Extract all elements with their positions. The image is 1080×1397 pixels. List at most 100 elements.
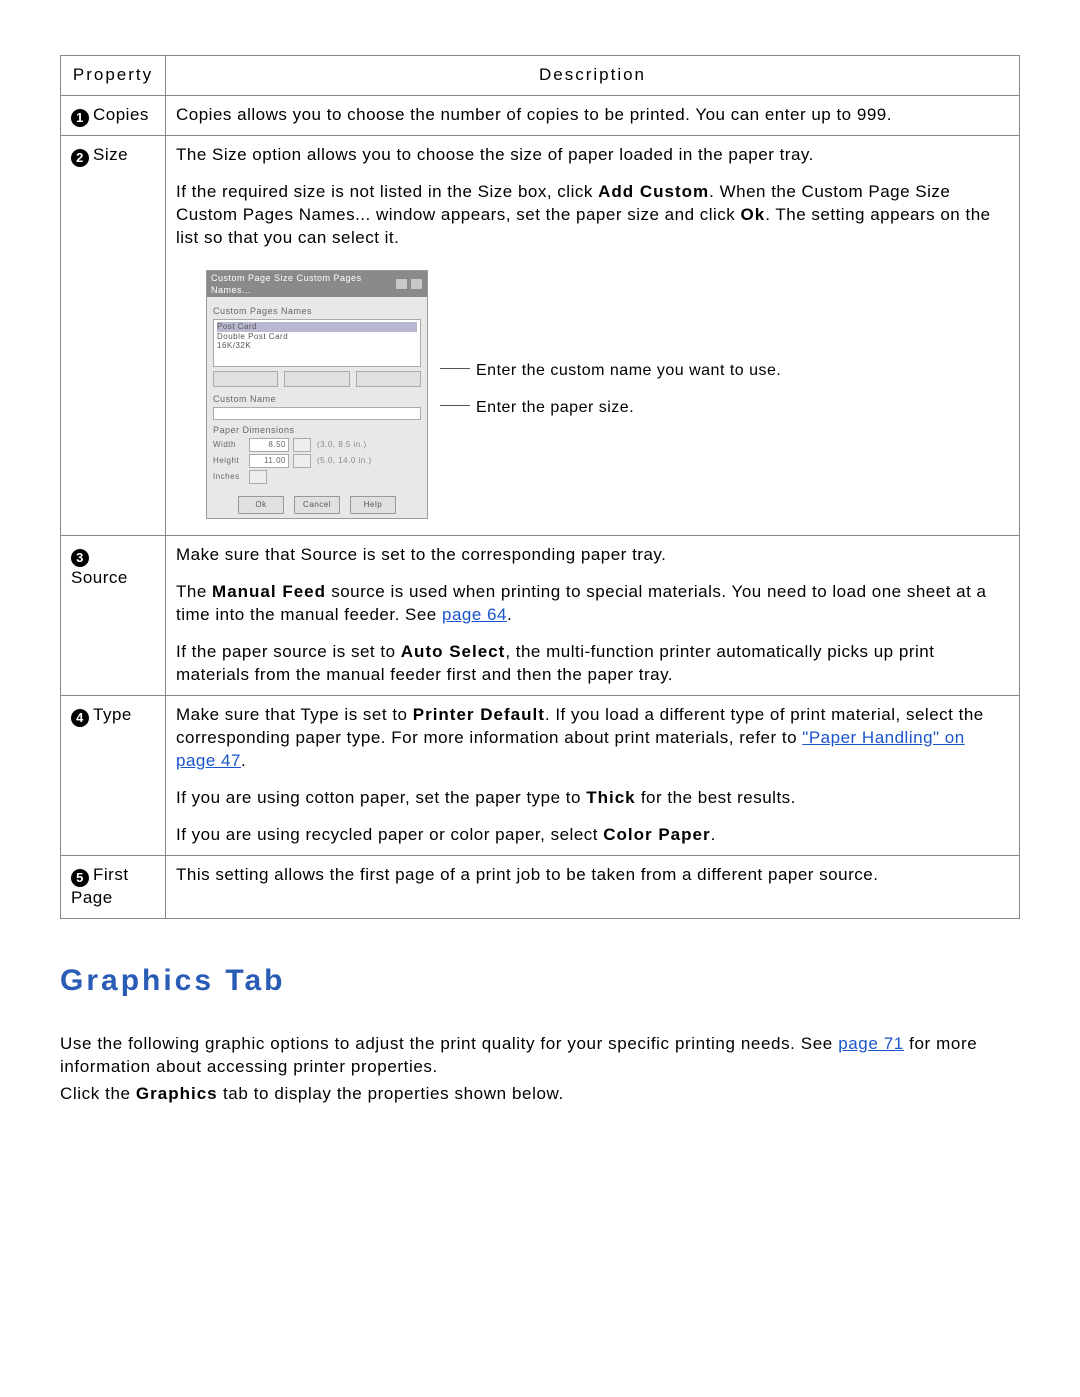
firstpage-text: This setting allows the first page of a … bbox=[176, 864, 1009, 887]
height-unit-select[interactable] bbox=[293, 454, 311, 468]
ok-button[interactable]: Ok bbox=[238, 496, 284, 514]
source-p1: Make sure that Source is set to the corr… bbox=[176, 544, 1009, 567]
table-row: 2Size The Size option allows you to choo… bbox=[61, 135, 1020, 535]
prop-size: 2Size bbox=[61, 135, 166, 535]
list-item[interactable]: 16K/32K bbox=[217, 341, 417, 351]
graphics-p2a: Click the bbox=[60, 1084, 136, 1103]
cancel-button[interactable]: Cancel bbox=[294, 496, 340, 514]
graphics-p1a: Use the following graphic options to adj… bbox=[60, 1034, 838, 1053]
table-row: 3Source Make sure that Source is set to … bbox=[61, 536, 1020, 696]
copies-text: Copies allows you to choose the number o… bbox=[176, 104, 1009, 127]
desc-size: The Size option allows you to choose the… bbox=[166, 135, 1020, 535]
width-unit-select[interactable] bbox=[293, 438, 311, 452]
inches-row: Inches bbox=[213, 470, 421, 484]
dialog-title-buttons bbox=[395, 278, 423, 290]
prop-firstpage: 5First Page bbox=[61, 855, 166, 918]
size-p2: If the required size is not listed in th… bbox=[176, 181, 1009, 250]
width-label: Width bbox=[213, 440, 245, 451]
size-ok: Ok bbox=[741, 205, 766, 224]
dialog-group2: Custom Name bbox=[213, 393, 421, 405]
dialog-footer: Ok Cancel Help bbox=[207, 492, 427, 518]
list-item[interactable]: Post Card bbox=[217, 322, 417, 332]
help-icon[interactable] bbox=[395, 278, 408, 290]
dialog-list-buttons bbox=[213, 371, 421, 387]
size-p1: The Size option allows you to choose the… bbox=[176, 144, 1009, 167]
dialog-group3: Paper Dimensions bbox=[213, 424, 421, 436]
graphics-p2c: tab to display the properties shown belo… bbox=[218, 1084, 564, 1103]
source-auto-select: Auto Select bbox=[401, 642, 506, 661]
prop-copies-label: Copies bbox=[93, 105, 149, 124]
dialog-titlebar: Custom Page Size Custom Pages Names... bbox=[207, 271, 427, 297]
source-p3: If the paper source is set to Auto Selec… bbox=[176, 641, 1009, 687]
type-p2: If you are using cotton paper, set the p… bbox=[176, 787, 1009, 810]
header-property: Property bbox=[61, 56, 166, 96]
source-p2a: The bbox=[176, 582, 212, 601]
type-p1d: . bbox=[241, 751, 246, 770]
source-manual-feed: Manual Feed bbox=[212, 582, 326, 601]
dialog-pages-list[interactable]: Post Card Double Post Card 16K/32K bbox=[213, 319, 421, 367]
dialog-small-button[interactable] bbox=[356, 371, 421, 387]
height-input[interactable]: 11.00 bbox=[249, 454, 289, 468]
prop-type: 4Type bbox=[61, 696, 166, 856]
size-add-custom: Add Custom bbox=[598, 182, 709, 201]
type-p1: Make sure that Type is set to Printer De… bbox=[176, 704, 1009, 773]
link-page-64[interactable]: page 64 bbox=[442, 605, 507, 624]
type-p1a: Make sure that Type is set to bbox=[176, 705, 413, 724]
height-label: Height bbox=[213, 456, 245, 467]
dialog-small-button[interactable] bbox=[213, 371, 278, 387]
badge-3-icon: 3 bbox=[71, 549, 89, 567]
list-item[interactable]: Double Post Card bbox=[217, 332, 417, 342]
badge-2-icon: 2 bbox=[71, 149, 89, 167]
prop-type-label: Type bbox=[93, 705, 132, 724]
width-row: Width 8.50 (3.0, 8.5 in.) bbox=[213, 438, 421, 452]
width-input[interactable]: 8.50 bbox=[249, 438, 289, 452]
table-header-row: Property Description bbox=[61, 56, 1020, 96]
type-color-paper: Color Paper bbox=[603, 825, 710, 844]
type-p3a: If you are using recycled paper or color… bbox=[176, 825, 603, 844]
dialog-small-button[interactable] bbox=[284, 371, 349, 387]
header-description: Description bbox=[166, 56, 1020, 96]
badge-1-icon: 1 bbox=[71, 109, 89, 127]
inches-select[interactable] bbox=[249, 470, 267, 484]
link-page-71[interactable]: page 71 bbox=[838, 1034, 904, 1053]
dialog-callouts: Enter the custom name you want to use. E… bbox=[440, 270, 781, 425]
source-p3a: If the paper source is set to bbox=[176, 642, 401, 661]
width-hint: (3.0, 8.5 in.) bbox=[317, 440, 367, 451]
desc-firstpage: This setting allows the first page of a … bbox=[166, 855, 1020, 918]
inches-label: Inches bbox=[213, 472, 245, 483]
close-icon[interactable] bbox=[410, 278, 423, 290]
source-p2: The Manual Feed source is used when prin… bbox=[176, 581, 1009, 627]
type-p3: If you are using recycled paper or color… bbox=[176, 824, 1009, 847]
callout-size: Enter the paper size. bbox=[440, 397, 781, 419]
source-p2d: . bbox=[507, 605, 512, 624]
dialog-title-text: Custom Page Size Custom Pages Names... bbox=[211, 272, 395, 296]
help-button[interactable]: Help bbox=[350, 496, 396, 514]
prop-source: 3Source bbox=[61, 536, 166, 696]
type-thick: Thick bbox=[586, 788, 635, 807]
height-row: Height 11.00 (5.0, 14.0 in.) bbox=[213, 454, 421, 468]
custom-size-dialog-figure: Custom Page Size Custom Pages Names... C… bbox=[206, 270, 1009, 520]
custom-size-dialog: Custom Page Size Custom Pages Names... C… bbox=[206, 270, 428, 520]
custom-name-input[interactable] bbox=[213, 407, 421, 420]
table-row: 4Type Make sure that Type is set to Prin… bbox=[61, 696, 1020, 856]
prop-source-label: Source bbox=[71, 568, 128, 587]
type-p2a: If you are using cotton paper, set the p… bbox=[176, 788, 586, 807]
height-hint: (5.0, 14.0 in.) bbox=[317, 456, 372, 467]
desc-type: Make sure that Type is set to Printer De… bbox=[166, 696, 1020, 856]
page-container: Property Description 1Copies Copies allo… bbox=[0, 0, 1080, 1170]
graphics-tab-name: Graphics bbox=[136, 1084, 218, 1103]
type-p3c: . bbox=[711, 825, 716, 844]
type-printer-default: Printer Default bbox=[413, 705, 545, 724]
prop-size-label: Size bbox=[93, 145, 128, 164]
desc-copies: Copies allows you to choose the number o… bbox=[166, 95, 1020, 135]
table-row: 5First Page This setting allows the firs… bbox=[61, 855, 1020, 918]
badge-5-icon: 5 bbox=[71, 869, 89, 887]
graphics-tab-heading: Graphics Tab bbox=[60, 964, 1020, 998]
prop-copies: 1Copies bbox=[61, 95, 166, 135]
graphics-para-1: Use the following graphic options to adj… bbox=[60, 1033, 1020, 1079]
badge-4-icon: 4 bbox=[71, 709, 89, 727]
table-row: 1Copies Copies allows you to choose the … bbox=[61, 95, 1020, 135]
type-p2c: for the best results. bbox=[636, 788, 796, 807]
dialog-group1: Custom Pages Names bbox=[213, 305, 421, 317]
size-p2a: If the required size is not listed in th… bbox=[176, 182, 598, 201]
